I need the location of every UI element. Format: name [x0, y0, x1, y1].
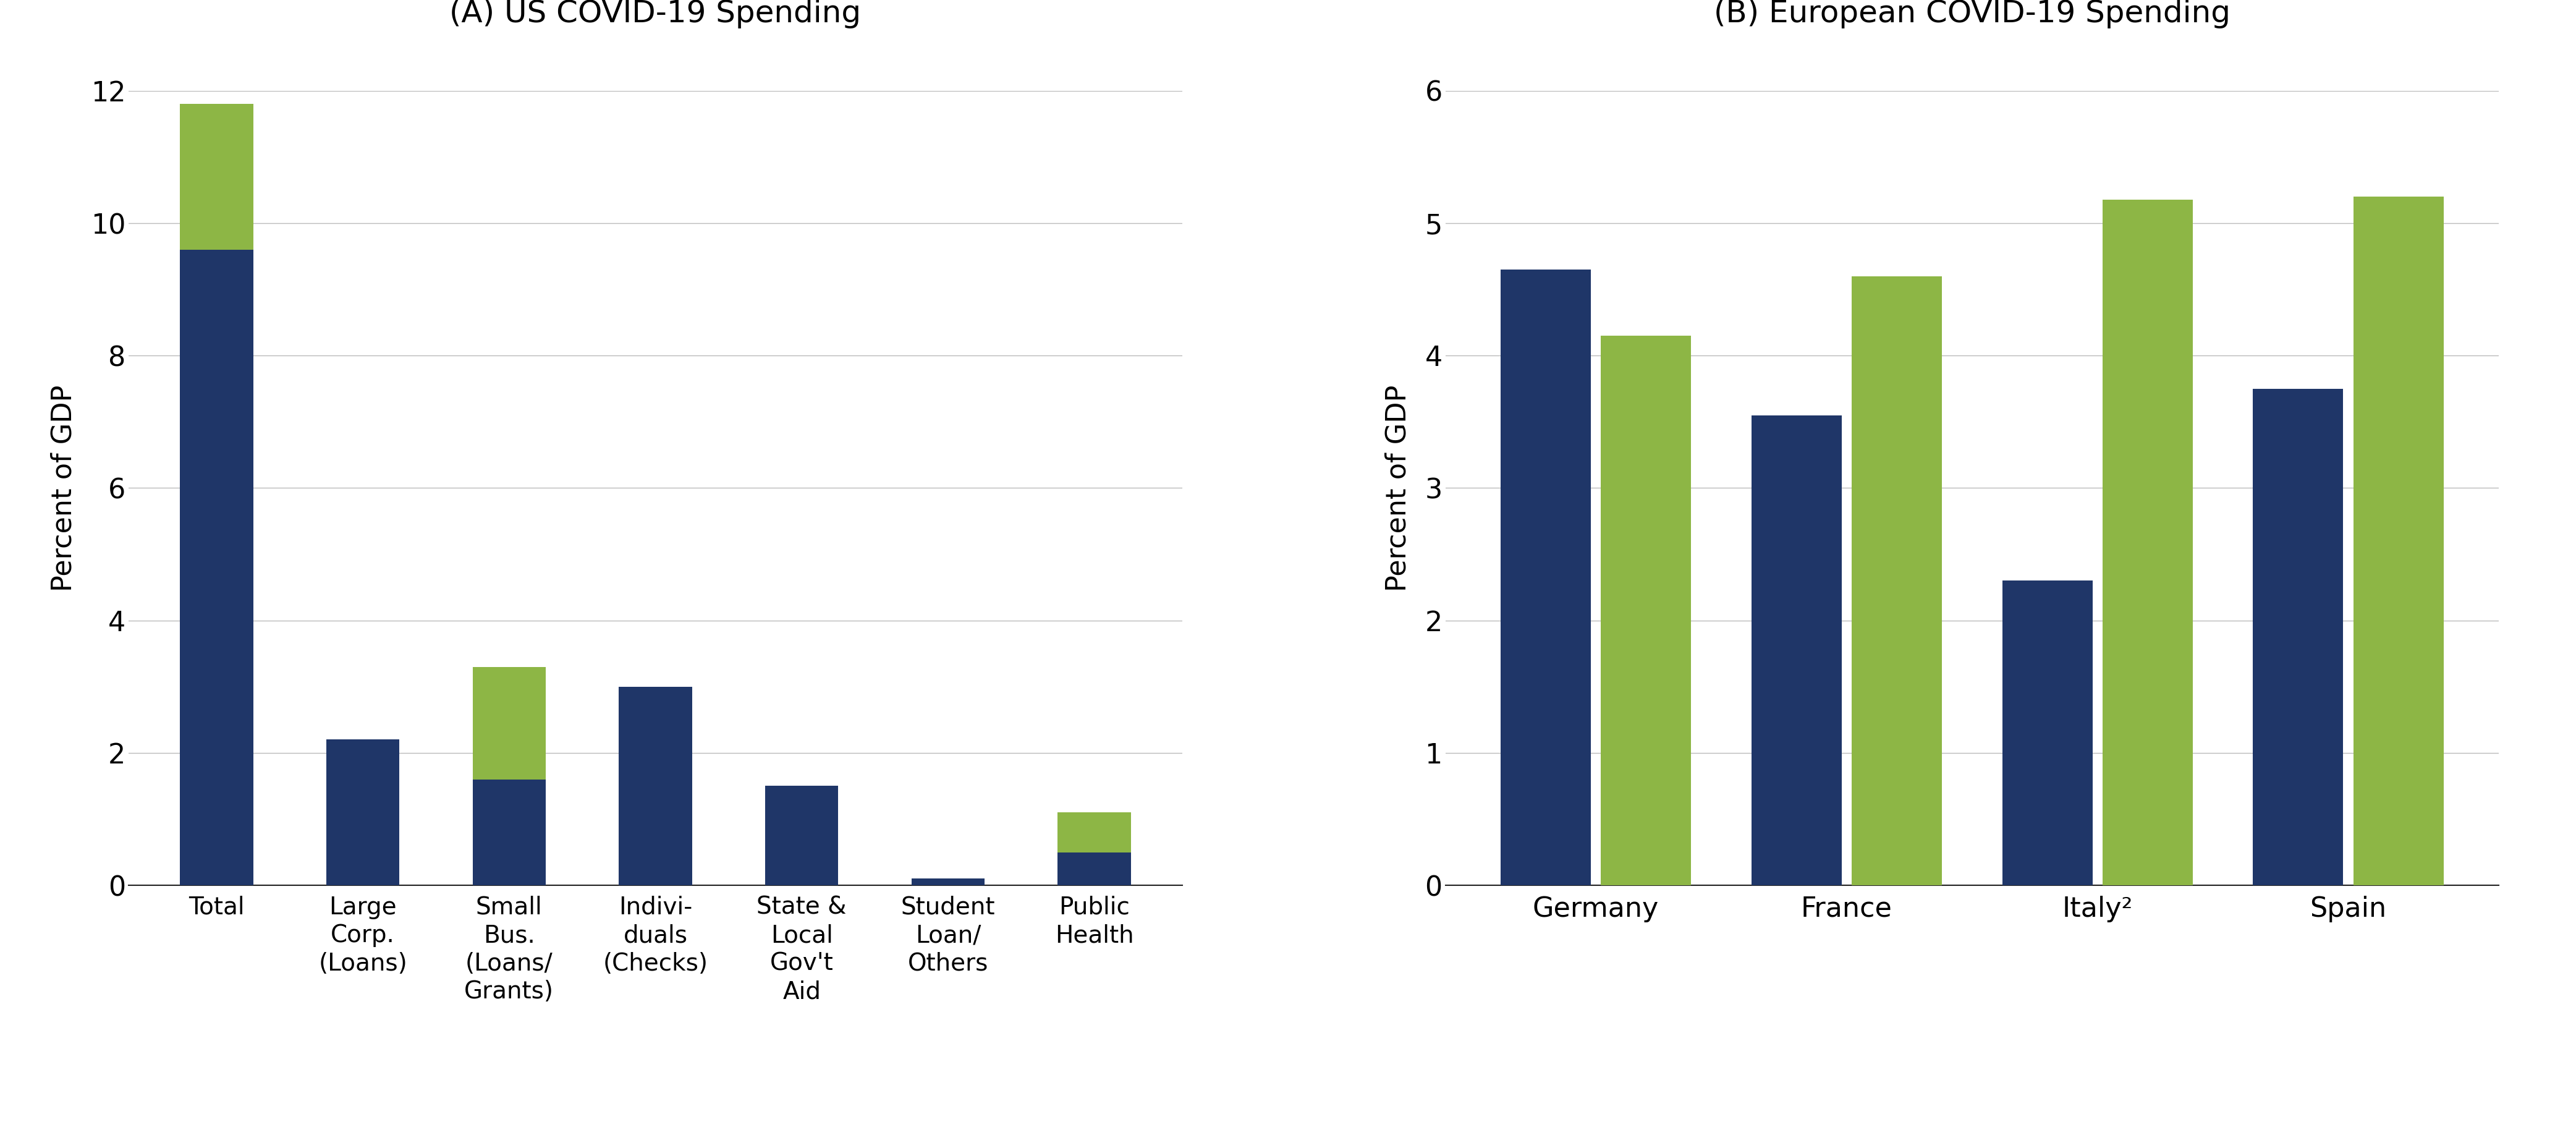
Bar	[180, 250, 252, 885]
Y-axis label: Percent of GDP: Percent of GDP	[52, 385, 77, 591]
Title: (A) US COVID-19 Spending: (A) US COVID-19 Spending	[451, 0, 860, 28]
Bar	[912, 878, 984, 885]
Title: (B) European COVID-19 Spending: (B) European COVID-19 Spending	[1713, 0, 2231, 28]
Bar	[180, 104, 252, 250]
Bar	[471, 780, 546, 885]
Legend: Fiscal Stimulus¹, ECB Purchases of Sovereign Debt³: Fiscal Stimulus¹, ECB Purchases of Sover…	[1605, 0, 2339, 5]
Y-axis label: Percent of GDP: Percent of GDP	[1383, 385, 1412, 591]
Bar	[1852, 276, 1942, 885]
Bar	[471, 667, 546, 780]
Bar	[1502, 269, 1592, 885]
Bar	[1059, 813, 1131, 852]
Legend: CARES Act, CARES Act v2: CARES Act, CARES Act v2	[440, 0, 868, 5]
Bar	[1600, 336, 1692, 885]
Bar	[1752, 415, 1842, 885]
Bar	[327, 740, 399, 885]
Bar	[2002, 581, 2092, 885]
Bar	[2354, 196, 2445, 885]
Bar	[2102, 200, 2192, 885]
Bar	[2254, 388, 2344, 885]
Bar	[765, 785, 837, 885]
Bar	[618, 687, 693, 885]
Bar	[1059, 852, 1131, 885]
